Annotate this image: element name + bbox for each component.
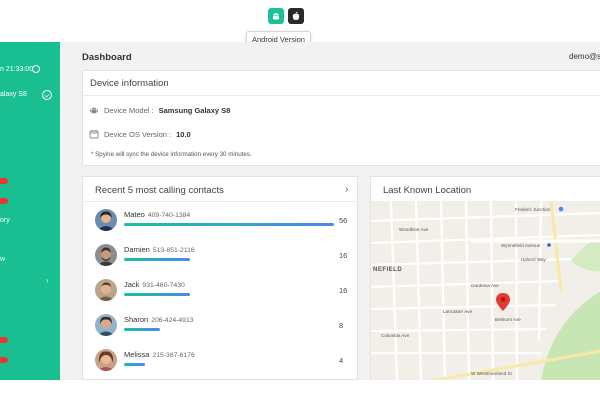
contact-phone: 206-424-4913: [151, 317, 194, 324]
device-model-value: Samsung Galaxy S8: [158, 105, 231, 115]
device-model-row: Device Model : Samsung Galaxy S8: [89, 105, 230, 115]
map-label: Wynnefield Avenue: [501, 243, 541, 248]
device-select-icon[interactable]: [42, 90, 52, 100]
android-version-button[interactable]: [268, 8, 284, 24]
contact-name: Mateo 409-740-1384: [124, 210, 190, 219]
avatar: [95, 314, 117, 336]
sidebar: n 21:33:00 alaxy S8 ory w ›: [0, 42, 60, 380]
map-label: Upland Way: [521, 257, 547, 262]
new-badge: [0, 357, 8, 363]
call-count: 16: [339, 286, 348, 295]
android-icon: [90, 107, 98, 114]
map-canvas: Frederic Junction Wynnefield Avenue NEFI…: [371, 201, 600, 380]
location-pin-icon[interactable]: [496, 293, 510, 311]
user-account[interactable]: demo@s: [569, 52, 600, 61]
device-info-title: Device information: [90, 78, 169, 89]
call-count-fill: [124, 293, 190, 296]
contact-phone: 931-460-7430: [142, 282, 185, 289]
device-os-label: Device OS Version :: [104, 129, 172, 139]
contact-row[interactable]: Sharon 206-424-4913 8: [95, 313, 353, 341]
ios-version-button[interactable]: [288, 8, 304, 24]
sidebar-menu: ory w ›: [0, 132, 60, 380]
sync-note: * Spyine will sync the device informatio…: [91, 151, 252, 158]
call-count-bar: [124, 363, 334, 366]
contact-row[interactable]: Melissa 215-387-6176 4: [95, 348, 353, 376]
sync-time: n 21:33:00: [0, 66, 34, 73]
chevron-right-icon[interactable]: ›: [46, 276, 49, 285]
avatar: [95, 244, 117, 266]
call-count-fill: [124, 363, 145, 366]
call-count: 4: [339, 356, 344, 365]
sidebar-item-history[interactable]: ory: [0, 217, 10, 224]
call-count-fill: [124, 258, 190, 261]
call-count-fill: [124, 328, 160, 331]
map-label: Columbia Ave: [381, 333, 410, 338]
contact-phone: 409-740-1384: [147, 212, 191, 219]
device-name: alaxy S8: [0, 91, 27, 98]
page-title: Dashboard: [82, 52, 132, 63]
call-count-bar: [124, 258, 334, 261]
contact-phone: 215-387-6176: [152, 352, 195, 359]
contact-row[interactable]: Mateo 409-740-1384 56: [95, 208, 353, 236]
apple-icon: [292, 11, 300, 20]
call-count-bar: [124, 328, 334, 331]
contact-name-text: Mateo: [124, 210, 145, 219]
divider: [83, 95, 600, 96]
divider: [83, 201, 357, 202]
map-label: W Westmoreland St: [471, 371, 512, 376]
new-badge: [0, 337, 8, 343]
device-info-card: Device information Device Model : Samsun…: [82, 70, 600, 166]
sync-icon[interactable]: [32, 65, 40, 73]
map-label: Belmont Ave: [495, 317, 521, 322]
contact-phone: 513-851-2116: [152, 247, 195, 254]
map-label: Gardenia Ave: [471, 283, 499, 288]
contact-row[interactable]: Damien 513-851-2116 16: [95, 243, 353, 271]
dashboard-main: Dashboard demo@s Device information Devi…: [60, 42, 600, 380]
contacts-title: Recent 5 most calling contacts: [95, 185, 224, 196]
map-label: Frederic Junction: [515, 207, 551, 212]
recent-contacts-card: Recent 5 most calling contacts › Mateo 40…: [82, 176, 358, 380]
calendar-icon: [89, 130, 99, 139]
chevron-right-icon[interactable]: ›: [345, 184, 349, 195]
call-count-bar: [124, 293, 334, 296]
contact-name: Jack 931-460-7430: [124, 280, 185, 289]
call-count: 16: [339, 251, 348, 260]
location-title: Last Known Location: [383, 185, 472, 196]
sidebar-device-header: n 21:33:00 alaxy S8: [0, 42, 60, 132]
device-os-value: 10.0: [176, 129, 191, 139]
map-label: Lancaster Ave: [443, 309, 472, 314]
device-os-row: Device OS Version : 10.0: [89, 129, 191, 139]
location-map[interactable]: Frederic Junction Wynnefield Avenue NEFI…: [371, 201, 600, 380]
contact-name-text: Melissa: [124, 350, 150, 359]
contact-name: Melissa 215-387-6176: [124, 350, 195, 359]
contact-name-text: Damien: [124, 245, 150, 254]
contact-name-text: Sharon: [124, 315, 149, 324]
avatar: [95, 209, 117, 231]
map-label: NEFIELD: [373, 267, 402, 273]
call-count-bar: [124, 223, 334, 226]
avatar: [95, 279, 117, 301]
new-badge: [0, 178, 8, 184]
contact-row[interactable]: Jack 931-460-7430 16: [95, 278, 353, 306]
contact-name-text: Jack: [124, 280, 140, 289]
os-toggle: [268, 8, 304, 24]
contact-name: Sharon 206-424-4913: [124, 315, 194, 324]
device-model-label: Device Model :: [104, 105, 154, 115]
call-count: 56: [339, 216, 348, 225]
avatar: [95, 349, 117, 371]
call-count: 8: [339, 321, 344, 330]
new-badge: [0, 198, 8, 204]
map-label: Woodbine Ave: [399, 227, 429, 232]
call-count-fill: [124, 223, 334, 226]
sidebar-item-view[interactable]: w: [0, 256, 6, 263]
contact-name: Damien 513-851-2116: [124, 245, 195, 254]
android-icon: [273, 13, 279, 20]
last-location-card: Last Known Location: [370, 176, 600, 380]
top-bar: Android Version: [0, 0, 600, 48]
